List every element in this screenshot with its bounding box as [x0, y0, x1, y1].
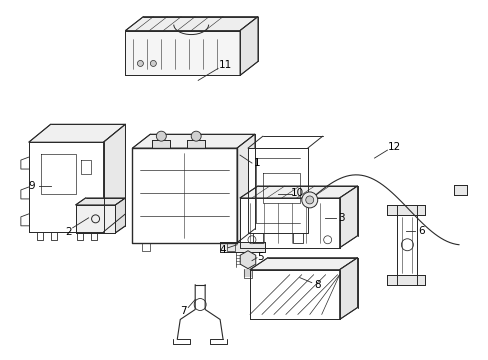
Text: 12: 12 [387, 142, 400, 152]
Polygon shape [132, 134, 254, 148]
Text: 11: 11 [218, 60, 231, 71]
Text: 2: 2 [65, 227, 72, 237]
Circle shape [156, 131, 166, 141]
Text: 9: 9 [28, 181, 35, 191]
Polygon shape [103, 124, 125, 232]
Polygon shape [29, 142, 103, 232]
Polygon shape [76, 198, 125, 205]
Polygon shape [237, 134, 254, 243]
Polygon shape [397, 205, 416, 285]
Polygon shape [240, 186, 357, 198]
Polygon shape [187, 140, 205, 148]
Polygon shape [76, 205, 115, 233]
Polygon shape [125, 17, 258, 31]
Polygon shape [132, 148, 237, 243]
Polygon shape [29, 124, 125, 142]
Text: 6: 6 [417, 226, 424, 236]
Polygon shape [240, 198, 339, 248]
Circle shape [305, 196, 313, 204]
Text: 4: 4 [219, 245, 226, 255]
Text: 3: 3 [338, 213, 344, 223]
Polygon shape [125, 31, 240, 75]
Text: 5: 5 [257, 252, 264, 262]
Circle shape [191, 131, 201, 141]
Polygon shape [453, 185, 466, 195]
Text: 7: 7 [180, 306, 186, 316]
Circle shape [301, 192, 317, 208]
Text: 1: 1 [253, 158, 260, 168]
Polygon shape [115, 198, 125, 233]
Polygon shape [386, 205, 425, 215]
Polygon shape [249, 258, 357, 270]
Polygon shape [339, 258, 357, 319]
Polygon shape [220, 242, 264, 252]
Polygon shape [240, 17, 258, 75]
Polygon shape [152, 140, 170, 148]
Polygon shape [339, 186, 357, 248]
Polygon shape [247, 148, 307, 233]
Polygon shape [386, 275, 425, 285]
Circle shape [137, 60, 143, 67]
Text: 8: 8 [314, 280, 321, 289]
Text: 10: 10 [291, 188, 304, 198]
Polygon shape [249, 270, 339, 319]
Circle shape [150, 60, 156, 67]
